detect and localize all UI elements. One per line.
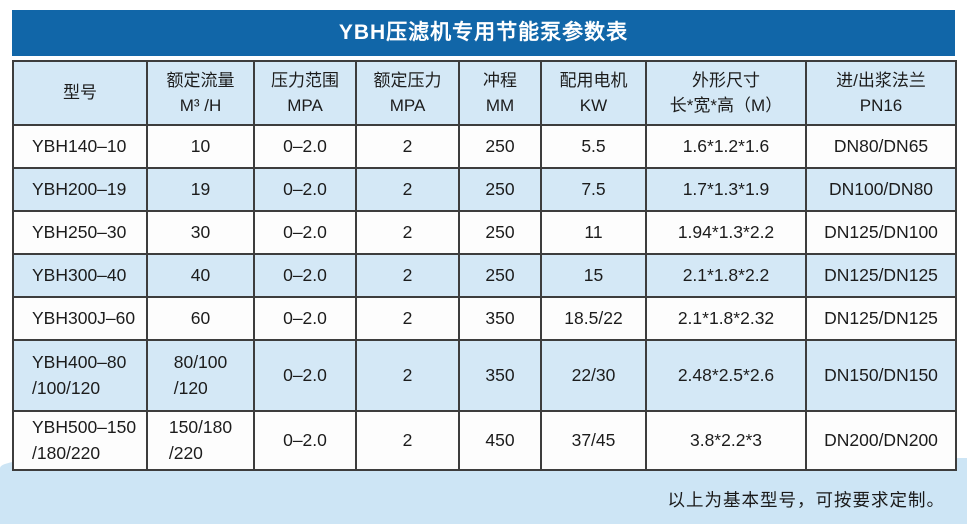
cell-flange: DN125/DN100	[805, 210, 957, 255]
cell-pressure-range: 0–2.0	[253, 253, 357, 298]
cell-model: YBH140–10	[12, 124, 148, 169]
cell-flange: DN150/DN150	[805, 339, 957, 412]
cell-dimensions: 1.7*1.3*1.9	[645, 167, 807, 212]
cell-pressure-range: 0–2.0	[253, 124, 357, 169]
cell-rated-pressure: 2	[355, 253, 460, 298]
cell-flange: DN125/DN125	[805, 296, 957, 341]
cell-rated-pressure: 2	[355, 339, 460, 412]
cell-rated-flow: 150/180/220	[146, 410, 255, 471]
cell-rated-flow: 80/100/120	[146, 339, 255, 412]
cell-motor-power: 37/45	[540, 410, 647, 471]
cell-motor-power: 11	[540, 210, 647, 255]
table-body: YBH140–10 10 0–2.0 2 250 5.5 1.6*1.2*1.6 DN80/D…	[12, 124, 957, 471]
cell-dimensions: 3.8*2.2*3	[645, 410, 807, 471]
cell-pressure-range: 0–2.0	[253, 410, 357, 471]
cell-dimensions: 1.94*1.3*2.2	[645, 210, 807, 255]
table-title-bar: YBH压滤机专用节能泵参数表	[12, 10, 955, 56]
table-row: YBH300–40 40 0–2.0 2 250 15 2.1*1.8*2.2 DN125/D…	[12, 253, 957, 298]
cell-model: YBH200–19	[12, 167, 148, 212]
column-header-motor-power: 配用电机 KW	[540, 60, 647, 126]
cell-motor-power: 7.5	[540, 167, 647, 212]
cell-rated-flow: 40	[146, 253, 255, 298]
cell-flange: DN80/DN65	[805, 124, 957, 169]
cell-pressure-range: 0–2.0	[253, 167, 357, 212]
table-row: YBH140–10 10 0–2.0 2 250 5.5 1.6*1.2*1.6 DN80/D…	[12, 124, 957, 169]
cell-dimensions: 2.1*1.8*2.2	[645, 253, 807, 298]
cell-rated-pressure: 2	[355, 296, 460, 341]
cell-rated-flow: 30	[146, 210, 255, 255]
cell-flange: DN125/DN125	[805, 253, 957, 298]
table-row: YBH300J–60 60 0–2.0 2 350 18.5/22 2.1*1.8*2.32…	[12, 296, 957, 341]
column-header-stroke: 冲程 MM	[458, 60, 542, 126]
cell-stroke: 450	[458, 410, 542, 471]
column-header-rated-pressure: 额定压力 MPA	[355, 60, 460, 126]
cell-rated-pressure: 2	[355, 124, 460, 169]
cell-motor-power: 18.5/22	[540, 296, 647, 341]
cell-stroke: 350	[458, 296, 542, 341]
cell-model: YBH250–30	[12, 210, 148, 255]
table-row: YBH200–19 19 0–2.0 2 250 7.5 1.7*1.3*1.9 DN100/…	[12, 167, 957, 212]
cell-stroke: 250	[458, 253, 542, 298]
table-row: YBH250–30 30 0–2.0 2 250 11 1.94*1.3*2.2 DN125/…	[12, 210, 957, 255]
column-header-flange: 进/出浆法兰 PN16	[805, 60, 957, 126]
column-header-model: 型号	[12, 60, 148, 126]
cell-rated-pressure: 2	[355, 210, 460, 255]
header-row: 型号 额定流量 M³ /H 压力范围 MPA 额定压力 MPA 冲程 MM 配用电机 KW 外形尺寸长…	[12, 60, 957, 126]
cell-flange: DN100/DN80	[805, 167, 957, 212]
column-header-dimensions: 外形尺寸 长*宽*高（M）	[645, 60, 807, 126]
cell-rated-flow: 19	[146, 167, 255, 212]
table-row: YBH500–150/180/220 150/180/220 0–2.0 2 450 37…	[12, 410, 957, 471]
spec-table: 型号 额定流量 M³ /H 压力范围 MPA 额定压力 MPA 冲程 MM 配用电机 KW 外形尺寸长…	[12, 60, 957, 471]
cell-rated-flow: 60	[146, 296, 255, 341]
cell-rated-pressure: 2	[355, 410, 460, 471]
cell-dimensions: 2.1*1.8*2.32	[645, 296, 807, 341]
cell-model: YBH500–150/180/220	[12, 410, 148, 471]
cell-dimensions: 1.6*1.2*1.6	[645, 124, 807, 169]
cell-pressure-range: 0–2.0	[253, 339, 357, 412]
column-header-pressure-range: 压力范围 MPA	[253, 60, 357, 126]
cell-rated-pressure: 2	[355, 167, 460, 212]
table-row: YBH400–80/100/120 80/100/120 0–2.0 2 350 22/3…	[12, 339, 957, 412]
cell-motor-power: 5.5	[540, 124, 647, 169]
cell-stroke: 250	[458, 167, 542, 212]
cell-dimensions: 2.48*2.5*2.6	[645, 339, 807, 412]
cell-stroke: 250	[458, 210, 542, 255]
table-title: YBH压滤机专用节能泵参数表	[338, 21, 629, 44]
cell-motor-power: 15	[540, 253, 647, 298]
footer-note: 以上为基本型号，可按要求定制。	[667, 490, 945, 510]
cell-model: YBH300–40	[12, 253, 148, 298]
cell-model: YBH300J–60	[12, 296, 148, 341]
cell-stroke: 250	[458, 124, 542, 169]
cell-stroke: 350	[458, 339, 542, 412]
cell-model: YBH400–80/100/120	[12, 339, 148, 412]
column-header-rated-flow: 额定流量 M³ /H	[146, 60, 255, 126]
cell-pressure-range: 0–2.0	[253, 210, 357, 255]
cell-motor-power: 22/30	[540, 339, 647, 412]
cell-pressure-range: 0–2.0	[253, 296, 357, 341]
cell-flange: DN200/DN200	[805, 410, 957, 471]
spec-table-card: YBH压滤机专用节能泵参数表 型号 额定流量 M³ /H 压力范围 MPA 额定压力 MPA…	[12, 10, 957, 471]
cell-rated-flow: 10	[146, 124, 255, 169]
table-header: 型号 额定流量 M³ /H 压力范围 MPA 额定压力 MPA 冲程 MM 配用电机 KW 外形尺寸长…	[12, 60, 957, 126]
